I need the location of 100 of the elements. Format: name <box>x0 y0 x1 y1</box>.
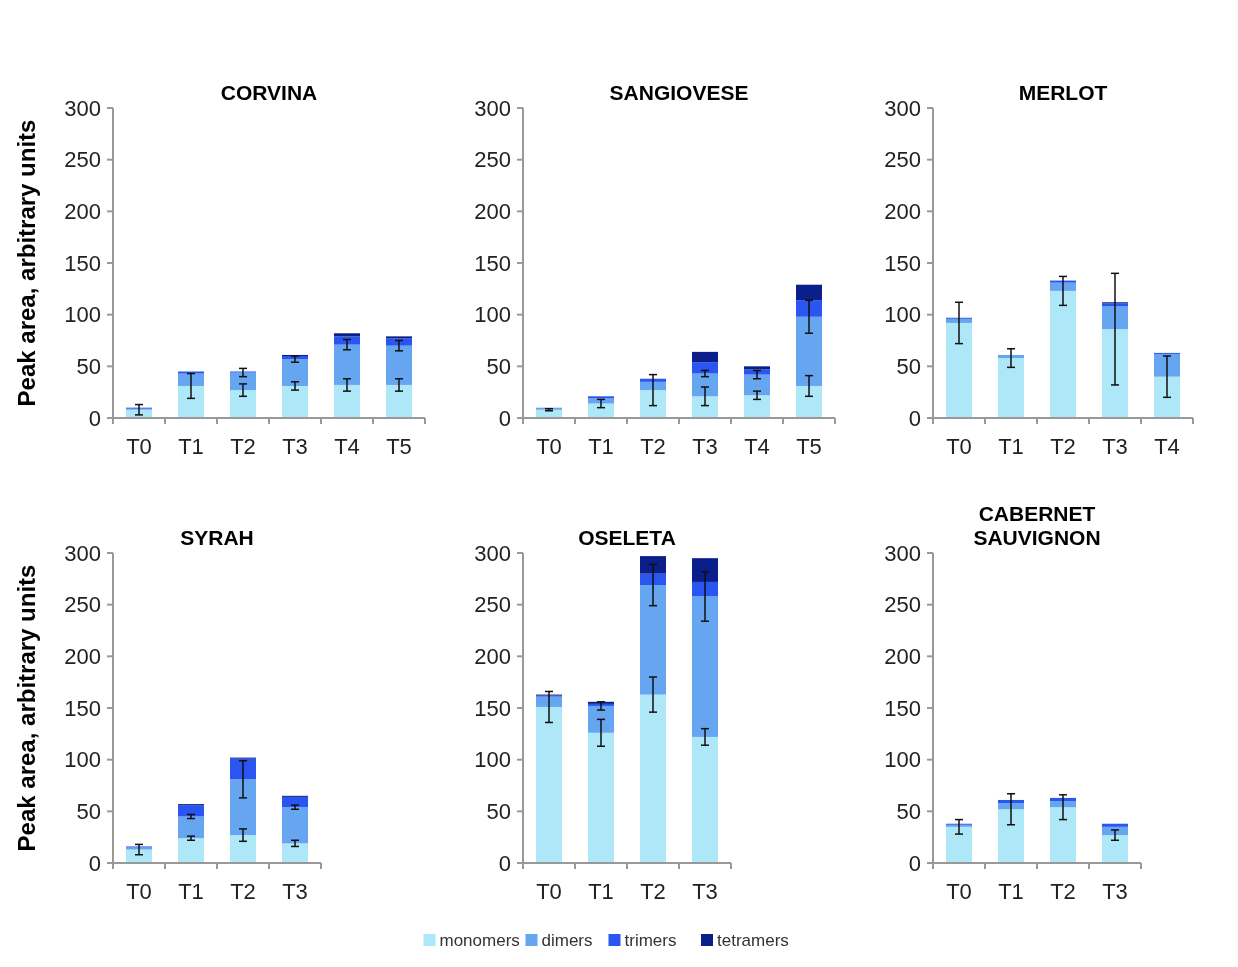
bar <box>796 316 822 386</box>
x-tick-label: T1 <box>998 879 1024 904</box>
bar <box>1102 329 1128 418</box>
x-tick-label: T5 <box>386 434 412 459</box>
x-tick-label: T2 <box>1050 434 1076 459</box>
bar <box>588 732 614 863</box>
x-tick-label: T5 <box>796 434 822 459</box>
chart-title: OSELETA <box>578 526 676 549</box>
y-tick-label: 200 <box>884 199 921 225</box>
bar <box>230 390 256 418</box>
x-tick-label: T3 <box>692 879 718 904</box>
x-tick-label: T3 <box>282 434 308 459</box>
y-tick-label: 0 <box>88 405 101 431</box>
y-tick-label: 200 <box>884 644 921 670</box>
y-tick-label: 250 <box>64 147 101 173</box>
x-tick-label: T3 <box>1102 434 1128 459</box>
x-tick-label: T1 <box>998 434 1024 459</box>
bar <box>230 758 256 780</box>
y-tick-label: 250 <box>474 147 511 173</box>
bar <box>334 336 360 345</box>
x-tick-label: T2 <box>640 879 666 904</box>
bar <box>282 843 308 863</box>
x-tick-label: T2 <box>230 879 256 904</box>
y-tick-label: 50 <box>486 799 511 825</box>
bar <box>692 373 718 397</box>
y-tick-label: 200 <box>474 644 511 670</box>
bar <box>744 366 770 370</box>
bar <box>334 344 360 385</box>
y-tick-label: 300 <box>884 95 921 121</box>
bar <box>282 807 308 844</box>
bar <box>588 403 614 418</box>
bar <box>588 705 614 733</box>
y-tick-label: 150 <box>884 695 921 721</box>
x-tick-label: T4 <box>334 434 360 459</box>
y-tick-label: 300 <box>474 540 511 566</box>
x-tick-label: T0 <box>946 879 972 904</box>
x-tick-label: T3 <box>692 434 718 459</box>
x-tick-label: T4 <box>1154 434 1180 459</box>
y-tick-label: 300 <box>884 540 921 566</box>
bar <box>1154 353 1180 377</box>
legend-label: dimers <box>541 931 593 950</box>
y-tick-label: 50 <box>76 799 101 825</box>
x-tick-label: T4 <box>744 434 770 459</box>
bar <box>536 706 562 863</box>
y-tick-label: 150 <box>474 250 511 276</box>
y-tick-label: 50 <box>486 354 511 380</box>
y-tick-label: 0 <box>908 405 921 431</box>
bar <box>282 385 308 418</box>
y-tick-label: 150 <box>474 695 511 721</box>
bar <box>692 351 718 363</box>
chart-title: SYRAH <box>180 526 254 549</box>
bar <box>692 558 718 582</box>
bar <box>1102 823 1128 827</box>
y-tick-label: 50 <box>76 354 101 380</box>
y-tick-label: 100 <box>64 747 101 773</box>
legend-label: trimers <box>624 931 677 950</box>
legend-label: monomers <box>439 931 520 950</box>
bar <box>1050 290 1076 418</box>
y-tick-label: 0 <box>908 850 921 876</box>
bar <box>998 809 1024 863</box>
y-tick-label: 100 <box>64 302 101 328</box>
bar <box>1102 835 1128 863</box>
y-tick-label: 50 <box>896 354 921 380</box>
x-tick-label: T2 <box>640 434 666 459</box>
y-tick-label: 250 <box>64 592 101 618</box>
bar <box>334 333 360 337</box>
y-tick-label: 300 <box>64 540 101 566</box>
y-tick-label: 300 <box>474 95 511 121</box>
y-tick-label: 0 <box>498 405 511 431</box>
y-tick-label: 0 <box>498 850 511 876</box>
x-tick-label: T1 <box>178 879 204 904</box>
y-tick-label: 0 <box>88 850 101 876</box>
bar <box>178 385 204 418</box>
x-tick-label: T1 <box>588 879 614 904</box>
y-tick-label: 100 <box>474 747 511 773</box>
bar <box>640 694 666 863</box>
chart-title: MERLOT <box>1018 81 1108 104</box>
y-tick-label: 150 <box>64 250 101 276</box>
bar <box>230 372 256 391</box>
bar <box>796 300 822 317</box>
bar <box>692 396 718 418</box>
chart-title: SANGIOVESE <box>609 81 749 104</box>
bar <box>1050 807 1076 863</box>
bar <box>334 384 360 418</box>
x-tick-label: T1 <box>588 434 614 459</box>
chart-title: CORVINA <box>220 81 318 104</box>
bar <box>946 318 972 323</box>
chart-title: CABERNET SAUVIGNON <box>973 502 1101 549</box>
bar <box>386 384 412 418</box>
bar <box>796 284 822 301</box>
x-tick-label: T3 <box>1102 879 1128 904</box>
y-tick-label: 200 <box>64 199 101 225</box>
legend-label: tetramers <box>717 931 789 950</box>
y-axis-title: Peak area, arbitrary units <box>13 564 40 852</box>
bar <box>178 805 204 817</box>
bar <box>998 358 1024 418</box>
bar <box>692 596 718 737</box>
x-tick-label: T0 <box>536 434 562 459</box>
y-tick-label: 200 <box>474 199 511 225</box>
y-tick-label: 100 <box>884 747 921 773</box>
